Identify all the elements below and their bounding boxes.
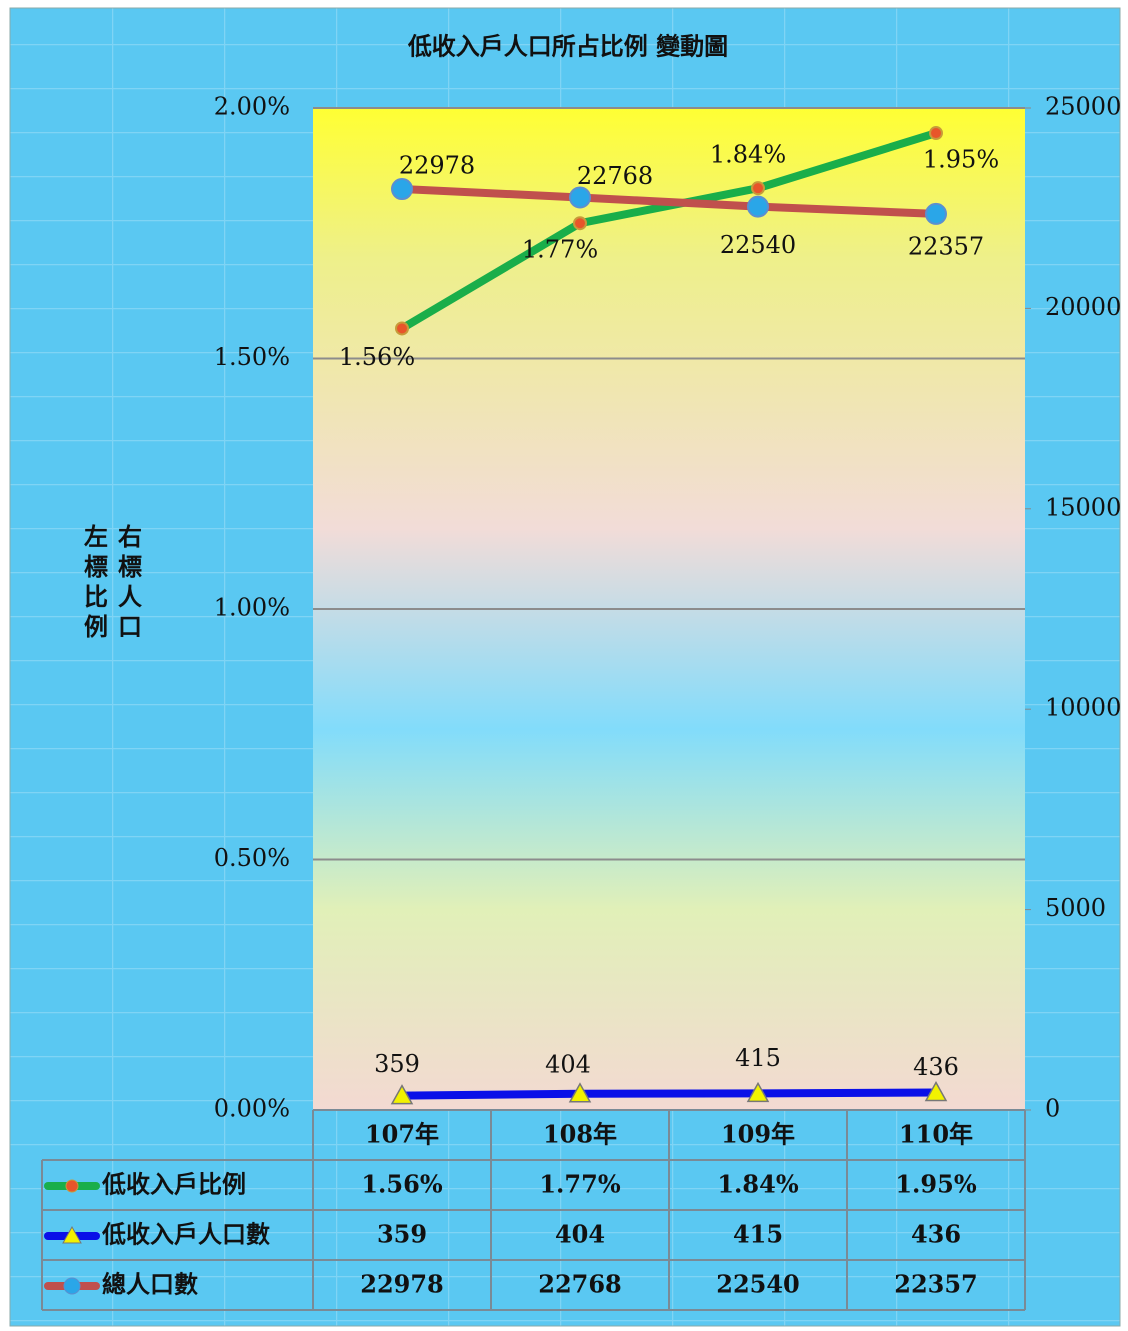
y-tick-label: 0.00% <box>214 1095 290 1123</box>
marker <box>395 321 409 336</box>
y2-tick-label: 20000 <box>1045 293 1121 321</box>
data-label: 1.56% <box>339 343 415 371</box>
data-label: 415 <box>735 1044 781 1072</box>
data-label: 436 <box>913 1053 959 1081</box>
y2-tick-label: 15000 <box>1045 493 1121 521</box>
legend-label: 低收入戶比例 <box>101 1170 246 1199</box>
data-label: 22540 <box>720 231 796 259</box>
table-cell: 359 <box>377 1220 427 1249</box>
marker <box>925 202 947 225</box>
table-cell: 1.77% <box>539 1170 620 1199</box>
marker <box>569 186 591 209</box>
data-label: 22357 <box>908 232 984 260</box>
y2-tick-label: 5000 <box>1045 894 1106 922</box>
marker <box>391 178 413 201</box>
axis-label: 左標比例 <box>84 522 108 641</box>
data-label: 1.84% <box>710 141 786 169</box>
legend-label: 低收入戶人口數 <box>101 1220 270 1249</box>
legend-marker <box>62 1225 82 1244</box>
marker <box>390 1084 414 1105</box>
chart-title: 低收入戶人口所占比例 變動圖 <box>407 32 728 61</box>
y2-tick-label: 25000 <box>1045 93 1121 121</box>
table-cell: 22357 <box>894 1270 978 1299</box>
axis-label: 右標人口 <box>118 522 142 641</box>
y-tick-label: 2.00% <box>214 93 290 121</box>
data-label: 404 <box>545 1050 591 1078</box>
table-cell: 1.84% <box>717 1170 798 1199</box>
data-label: 22978 <box>399 152 475 180</box>
marker <box>747 195 769 218</box>
y-tick-label: 1.50% <box>214 343 290 371</box>
table-cell: 22768 <box>538 1270 622 1299</box>
y2-tick-label: 10000 <box>1045 694 1121 722</box>
series-line <box>401 1088 937 1100</box>
marker <box>751 181 765 196</box>
legend-marker <box>63 1277 81 1295</box>
data-label: 359 <box>374 1050 420 1078</box>
marker <box>929 126 943 141</box>
legend-marker <box>65 1179 79 1193</box>
series-line <box>401 185 937 218</box>
x-tick-label: 107年 <box>365 1120 439 1149</box>
table-cell: 404 <box>555 1220 605 1249</box>
y2-tick-label: 0 <box>1045 1095 1060 1123</box>
table-cell: 436 <box>911 1220 961 1249</box>
marker <box>568 1082 592 1103</box>
data-label: 1.95% <box>923 146 999 174</box>
x-tick-label: 109年 <box>721 1120 795 1149</box>
table-cell: 22540 <box>716 1270 800 1299</box>
marker <box>746 1081 770 1103</box>
x-tick-label: 110年 <box>899 1120 973 1149</box>
marker <box>573 216 587 231</box>
table-cell: 415 <box>733 1220 783 1249</box>
legend-label: 總人口數 <box>102 1270 198 1299</box>
data-label: 22768 <box>577 162 653 190</box>
table-cell: 1.56% <box>361 1170 442 1199</box>
x-tick-label: 108年 <box>543 1120 617 1149</box>
table-cell: 22978 <box>360 1270 444 1299</box>
table-cell: 1.95% <box>895 1170 976 1199</box>
y-tick-label: 1.00% <box>214 594 290 622</box>
table-grid <box>41 1109 1026 1311</box>
data-label: 1.77% <box>522 236 598 264</box>
marker <box>924 1080 948 1102</box>
y-tick-label: 0.50% <box>214 844 290 872</box>
